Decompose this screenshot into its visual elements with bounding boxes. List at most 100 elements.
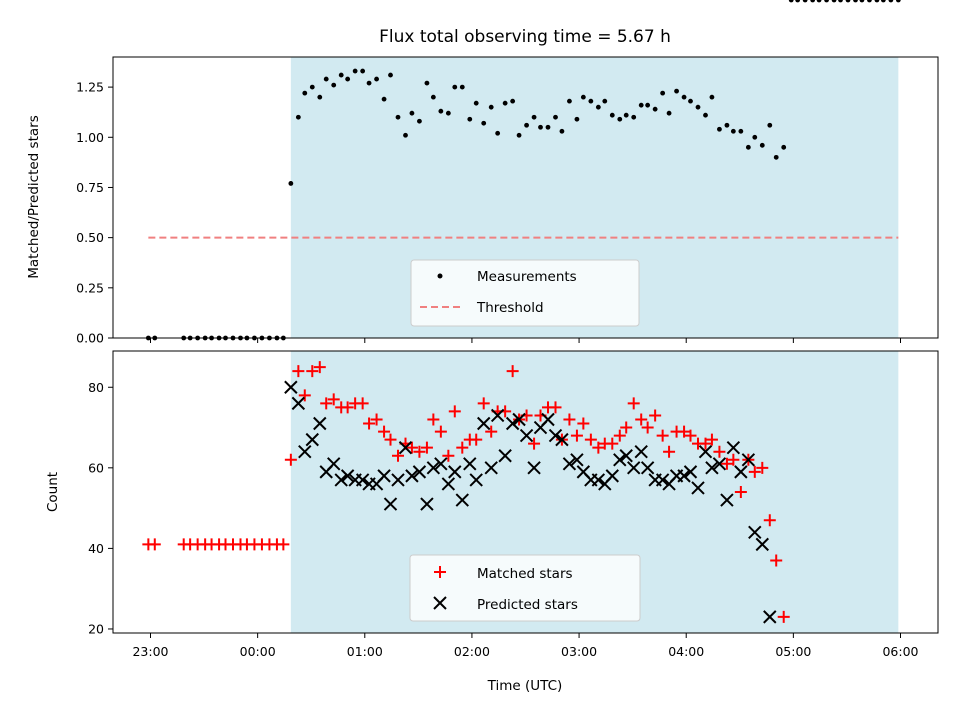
measurement-point [467,116,473,122]
predicted-star-point [705,461,719,475]
top-panel: 0.00 0.25 0.50 0.75 1.00 1.25 Matched/Predict… [26,0,939,346]
measurement-point [488,104,494,110]
predicted-star-point [448,465,462,479]
predicted-star-point [562,457,577,471]
matched-star-point [384,433,397,446]
measurement-point [459,84,465,90]
bottom-y-tick-label: 20 [88,621,104,636]
predicted-star-point [340,469,355,483]
predicted-star-point [512,412,526,427]
top-y-tick-label: 1.25 [76,80,104,95]
measurement-point [395,114,401,120]
matched-star-point [506,365,519,378]
measurement-point [816,0,822,3]
measurement-point [531,114,537,120]
matched-star-point [148,538,161,551]
matched-star-point [313,361,326,374]
x-axis-label: Time (UTC) [487,678,563,694]
measurement-point [717,126,722,132]
measurement-point [652,106,658,112]
matched-star-point [678,425,691,438]
matched-star-point [649,409,662,422]
measurement-point [660,90,666,96]
measurement-point [331,82,337,88]
measurement-point [730,128,736,134]
matched-star-point [635,413,648,426]
predicted-star-point [441,477,456,491]
predicted-star-point [763,610,777,624]
measurement-point [430,94,436,100]
matched-star-point [720,457,733,470]
bottom-y-tick-label: 80 [88,380,104,395]
matched-star-point [284,453,297,466]
predicted-star-point [726,440,741,455]
measurement-point [516,132,522,138]
chart-title: Flux total observing time = 5.67 h [379,27,671,47]
matched-star-point [613,429,626,442]
predicted-star-point [548,428,563,443]
predicted-star-point [313,416,327,431]
legend-label-predicted: Predicted stars [477,597,578,613]
measurement-point [374,76,379,82]
measurement-point [495,130,501,136]
matched-star-point [592,441,605,454]
measurement-point [445,110,451,116]
matched-star-point [528,437,541,450]
measurement-point [674,88,679,94]
measurement-point [845,0,851,3]
measurement-point [838,0,843,3]
top-x-ticks [150,338,901,343]
predicted-star-point [677,469,691,483]
x-tick-label: 23:00 [132,644,168,659]
measurement-point [795,0,801,3]
predicted-star-point [391,473,405,487]
matched-star-point [378,425,391,438]
bottom-legend-box [409,554,641,622]
measurement-point [888,0,894,3]
predicted-star-point [712,457,727,471]
x-tick-label: 06:00 [882,644,918,659]
matched-star-point [584,433,597,446]
legend-marker-matched [434,566,446,578]
matched-star-point [277,538,290,551]
predicted-star-point [498,449,512,463]
measurement-point [623,112,629,118]
measurement-point [773,154,779,160]
top-measurement-points [145,0,901,341]
measurement-point [602,98,608,104]
measurement-point [510,98,516,104]
predicted-star-point [634,445,648,459]
predicted-star-point [505,416,520,431]
matched-star-point [320,397,333,410]
matched-star-point [684,429,697,442]
measurement-point [381,96,387,102]
predicted-star-point [683,465,698,479]
bottom-legend: Matched stars Predicted stars [409,554,641,622]
predicted-star-point [383,497,398,511]
bottom-y-tick-label: 60 [88,460,104,475]
predicted-star-point [477,416,491,431]
matched-star-point [341,401,354,414]
matched-star-point [713,445,726,458]
predicted-star-point [284,380,298,394]
measurement-point [688,98,693,104]
measurement-point [295,114,301,120]
measurement-point [645,102,651,108]
measurement-point [473,100,479,106]
measurement-point [595,104,601,110]
matched-star-point [448,405,461,418]
matched-star-point [456,441,469,454]
measurement-point [580,94,586,100]
bottom-count-points [142,361,790,624]
predicted-star-point [755,537,769,552]
measurement-point [317,94,323,100]
matched-star-point [413,445,426,458]
predicted-star-point [298,445,312,459]
matched-star-point [470,433,483,446]
measurement-point [853,0,858,3]
measurement-point [302,90,308,96]
top-legend-box [410,259,640,327]
top-y-tick-label: 0.25 [76,280,104,295]
bottom-panel: 20 40 60 80 23:00 00:00 01:00 02:00 03:00 04:00 0… [45,351,939,694]
top-axes-frame [112,56,939,339]
